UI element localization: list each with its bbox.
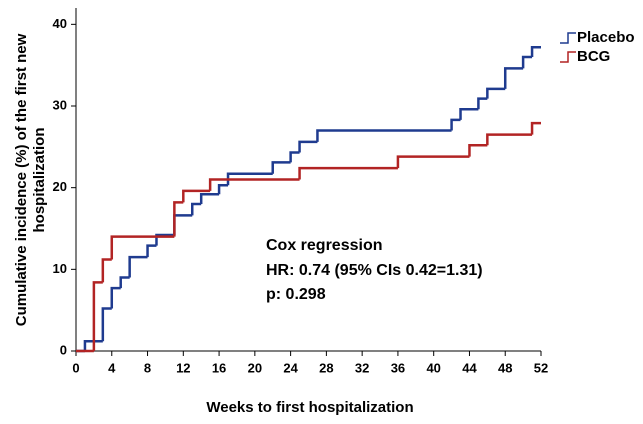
step-segment [226, 172, 273, 186]
y-tick-label: 20 [53, 179, 67, 194]
step-segment [110, 286, 121, 309]
x-tick-label: 8 [144, 360, 151, 375]
step-segment [217, 183, 229, 195]
x-tick-label: 40 [426, 360, 440, 375]
x-tick-label: 52 [534, 360, 548, 375]
y-tick-label: 30 [53, 97, 67, 112]
step-segment [450, 118, 461, 131]
step-segment [173, 201, 184, 237]
x-axis-label: Weeks to first hospitalization [206, 399, 413, 416]
step-segment [101, 307, 112, 342]
step-segment [92, 281, 103, 351]
step-segment [530, 121, 541, 135]
step-segment [83, 339, 103, 351]
x-tick-label: 44 [462, 360, 477, 375]
step-segment [110, 235, 175, 260]
x-tick-label: 48 [498, 360, 512, 375]
step-segment [459, 108, 479, 120]
step-segment [316, 129, 452, 142]
step-segment [477, 97, 488, 110]
step-segment [173, 214, 193, 236]
legend-label: BCG [577, 48, 610, 65]
x-tick-label: 12 [176, 360, 190, 375]
step-segment [208, 178, 300, 191]
y-axis-label: Cumulative incidence (%) of the first ne… [13, 33, 48, 326]
step-segment [298, 166, 398, 180]
legend-label: Placebo [577, 29, 635, 46]
step-segment [298, 140, 318, 153]
step-segment [289, 151, 300, 163]
y-tick-label: 40 [53, 16, 67, 31]
legend-symbol [560, 32, 576, 44]
annotation: HR: 0.74 (95% CIs 0.42=1.31) [266, 262, 483, 279]
x-tick-label: 28 [319, 360, 333, 375]
x-tick-label: 36 [391, 360, 405, 375]
x-tick-label: 16 [212, 360, 226, 375]
x-tick-label: 24 [283, 360, 298, 375]
step-segment [128, 255, 148, 278]
step-segment [486, 87, 506, 99]
y-tick-label: 0 [60, 342, 67, 357]
step-segment [199, 192, 220, 204]
step-segment [521, 55, 533, 69]
step-segment [191, 202, 202, 216]
y-tick-label: 10 [53, 261, 67, 276]
step-segment [146, 244, 157, 258]
step-segment [182, 189, 211, 203]
annotation: p: 0.298 [266, 286, 326, 303]
x-tick-label: 4 [108, 360, 116, 375]
step-segment [530, 45, 541, 57]
step-segment [101, 258, 112, 283]
y-axis-label-line: hospitalization [31, 128, 48, 233]
annotation: Cox regression [266, 237, 382, 254]
y-axis-label-line: Cumulative incidence (%) of the first ne… [13, 33, 30, 326]
step-segment [486, 133, 533, 146]
x-tick-label: 32 [355, 360, 369, 375]
x-tick-label: 0 [72, 360, 79, 375]
step-segment [468, 143, 488, 157]
step-segment [119, 276, 130, 289]
legend-symbol [560, 51, 576, 63]
step-segment [396, 155, 470, 169]
x-tick-label: 20 [248, 360, 262, 375]
step-segment [271, 161, 291, 174]
step-segment [503, 67, 524, 89]
step-segment [155, 233, 175, 246]
